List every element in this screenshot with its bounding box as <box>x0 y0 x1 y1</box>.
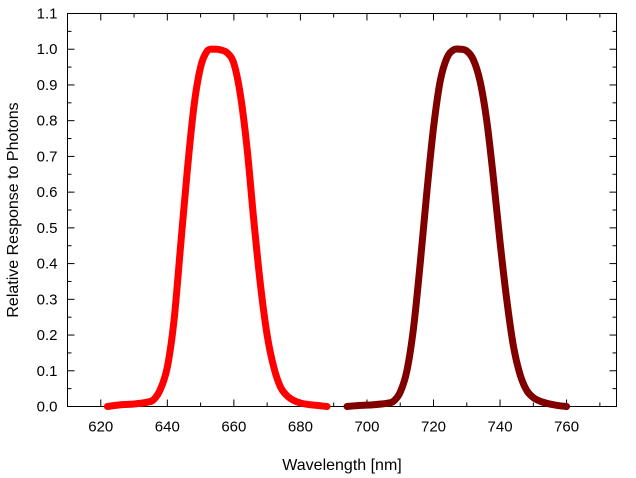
y-tick-label: 0.3 <box>37 291 58 308</box>
x-tick-label: 700 <box>354 419 379 436</box>
y-tick-label: 0.8 <box>37 113 58 130</box>
y-tick-label: 0.7 <box>37 148 58 165</box>
x-tick-label: 660 <box>221 419 246 436</box>
series-line-1 <box>103 45 331 410</box>
y-tick-label: 0.1 <box>37 363 58 380</box>
x-tick-label: 640 <box>155 419 180 436</box>
y-tick-label: 0.9 <box>37 77 58 94</box>
y-tick-label: 0.6 <box>37 184 58 201</box>
x-tick-label: 620 <box>88 419 113 436</box>
y-tick-label: 0.5 <box>37 220 58 237</box>
y-tick-label: 0.4 <box>37 256 58 273</box>
tick-marks <box>67 13 617 407</box>
x-tick-label: 720 <box>421 419 446 436</box>
tick-labels: 620 640 660 680 700 720 740 760 0.0 0.1 0.2 0.3 0.4 0… <box>37 6 579 436</box>
x-tick-label: 740 <box>488 419 513 436</box>
x-tick-label: 760 <box>554 419 579 436</box>
y-tick-label: 1.1 <box>37 6 58 23</box>
y-tick-label: 0.0 <box>37 399 58 416</box>
x-axis-title: Wavelength [nm] <box>282 457 401 474</box>
y-tick-label: 1.0 <box>37 41 58 58</box>
y-tick-label: 0.2 <box>37 327 58 344</box>
y-axis-title: Relative Response to Photons <box>5 102 22 317</box>
data-series <box>103 45 571 410</box>
series-line-2 <box>343 45 571 410</box>
plot-frame <box>67 13 617 407</box>
x-tick-label: 680 <box>288 419 313 436</box>
